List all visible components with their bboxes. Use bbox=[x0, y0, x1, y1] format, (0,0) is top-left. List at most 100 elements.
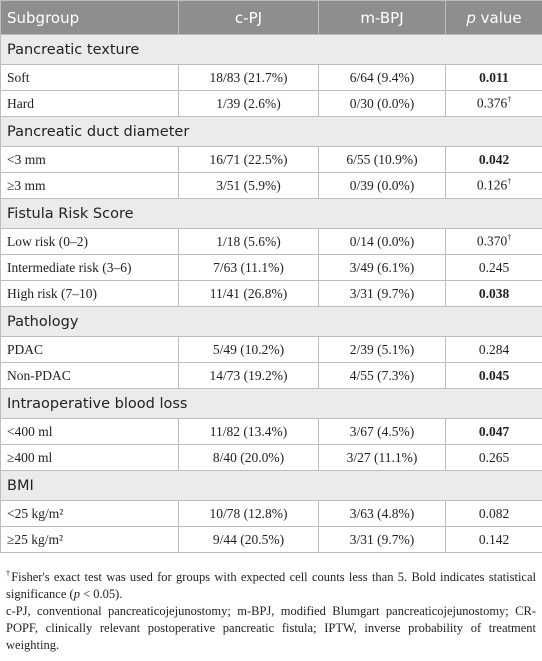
header-cell: Subgroup bbox=[0, 0, 179, 35]
mbpj-cell: 0/39 (0.0%) bbox=[318, 172, 446, 199]
data-row: Hard 1/39 (2.6%) 0/30 (0.0%) 0.376† bbox=[0, 90, 542, 117]
p-value: 0.370 bbox=[476, 233, 508, 249]
cpj-cell: 14/73 (19.2%) bbox=[178, 362, 319, 389]
mbpj-cell: 4/55 (7.3%) bbox=[318, 362, 446, 389]
group-row: Fistula Risk Score bbox=[0, 198, 542, 229]
data-row: <25 kg/m² 10/78 (12.8%) 3/63 (4.8%) 0.082 bbox=[0, 500, 542, 527]
subgroup-cell: ≥400 ml bbox=[0, 444, 179, 471]
mbpj-cell: 6/55 (10.9%) bbox=[318, 146, 446, 173]
data-row: Soft 18/83 (21.7%) 6/64 (9.4%) 0.011 bbox=[0, 64, 542, 91]
mbpj-cell: 3/27 (11.1%) bbox=[318, 444, 446, 471]
p-cell: 0.376† bbox=[445, 90, 542, 117]
p-mark: † bbox=[507, 95, 512, 105]
p-value: 0.038 bbox=[478, 285, 510, 301]
footnote-text: Fisher's exact test was used for groups … bbox=[6, 570, 536, 602]
data-row: Intermediate risk (3–6) 7/63 (11.1%) 3/49 … bbox=[0, 254, 542, 281]
cpj-cell: 16/71 (22.5%) bbox=[178, 146, 319, 173]
p-cell: 0.011 bbox=[445, 64, 542, 91]
p-mark: † bbox=[507, 177, 512, 187]
cpj-cell: 11/41 (26.8%) bbox=[178, 280, 319, 307]
p-cell: 0.082 bbox=[445, 500, 542, 527]
subgroup-cell: ≥3 mm bbox=[0, 172, 179, 199]
p-cell: 0.038 bbox=[445, 280, 542, 307]
footnote-text: < 0.05). bbox=[79, 587, 123, 602]
mbpj-cell: 3/63 (4.8%) bbox=[318, 500, 446, 527]
p-value: 0.265 bbox=[478, 449, 510, 465]
p-value: 0.245 bbox=[478, 259, 510, 275]
cpj-cell: 1/18 (5.6%) bbox=[178, 228, 319, 255]
p-value: 0.284 bbox=[478, 341, 510, 357]
cpj-cell: 5/49 (10.2%) bbox=[178, 336, 319, 363]
mbpj-cell: 2/39 (5.1%) bbox=[318, 336, 446, 363]
p-mark: † bbox=[507, 233, 512, 243]
subgroup-cell: High risk (7–10) bbox=[0, 280, 179, 307]
p-cell: 0.142 bbox=[445, 526, 542, 553]
header-cell: c-PJ bbox=[178, 0, 319, 35]
data-row: PDAC 5/49 (10.2%) 2/39 (5.1%) 0.284 bbox=[0, 336, 542, 363]
header-cell: m-BPJ bbox=[318, 0, 446, 35]
header-row: Subgroup c-PJ m-BPJ p value bbox=[0, 0, 542, 35]
cpj-cell: 8/40 (20.0%) bbox=[178, 444, 319, 471]
p-value: 0.126 bbox=[476, 177, 508, 193]
p-value: 0.042 bbox=[478, 151, 510, 167]
subgroup-cell: Low risk (0–2) bbox=[0, 228, 179, 255]
cpj-cell: 3/51 (5.9%) bbox=[178, 172, 319, 199]
cpj-cell: 11/82 (13.4%) bbox=[178, 418, 319, 445]
p-cell: 0.045 bbox=[445, 362, 542, 389]
group-title: BMI bbox=[0, 470, 542, 501]
mbpj-cell: 6/64 (9.4%) bbox=[318, 64, 446, 91]
cpj-cell: 1/39 (2.6%) bbox=[178, 90, 319, 117]
mbpj-cell: 3/31 (9.7%) bbox=[318, 280, 446, 307]
cpj-cell: 7/63 (11.1%) bbox=[178, 254, 319, 281]
data-row: High risk (7–10) 11/41 (26.8%) 3/31 (9.7%)… bbox=[0, 280, 542, 307]
p-cell: 0.370† bbox=[445, 228, 542, 255]
data-row: <3 mm 16/71 (22.5%) 6/55 (10.9%) 0.042 bbox=[0, 146, 542, 173]
mbpj-cell: 3/31 (9.7%) bbox=[318, 526, 446, 553]
p-cell: 0.245 bbox=[445, 254, 542, 281]
cpj-cell: 9/44 (20.5%) bbox=[178, 526, 319, 553]
p-cell: 0.042 bbox=[445, 146, 542, 173]
p-value: 0.045 bbox=[478, 367, 510, 383]
subgroup-cell: ≥25 kg/m² bbox=[0, 526, 179, 553]
subgroup-cell: Non-PDAC bbox=[0, 362, 179, 389]
cpj-cell: 10/78 (12.8%) bbox=[178, 500, 319, 527]
p-value: 0.142 bbox=[478, 531, 510, 547]
group-row: Pancreatic texture bbox=[0, 34, 542, 65]
footnote: †Fisher's exact test was used for groups… bbox=[6, 565, 536, 603]
p-cell: 0.047 bbox=[445, 418, 542, 445]
footnote-italic: p bbox=[73, 587, 80, 602]
group-row: BMI bbox=[0, 470, 542, 501]
mbpj-cell: 0/30 (0.0%) bbox=[318, 90, 446, 117]
header-text: value bbox=[475, 8, 522, 27]
footnote-mark: † bbox=[6, 569, 12, 578]
mbpj-cell: 0/14 (0.0%) bbox=[318, 228, 446, 255]
p-cell: 0.126† bbox=[445, 172, 542, 199]
subgroup-cell: <400 ml bbox=[0, 418, 179, 445]
data-row: <400 ml 11/82 (13.4%) 3/67 (4.5%) 0.047 bbox=[0, 418, 542, 445]
group-title: Fistula Risk Score bbox=[0, 198, 542, 229]
subgroup-cell: Hard bbox=[0, 90, 179, 117]
header-italic: p bbox=[466, 8, 476, 27]
subgroup-cell: PDAC bbox=[0, 336, 179, 363]
group-title: Intraoperative blood loss bbox=[0, 388, 542, 419]
subgroup-cell: Soft bbox=[0, 64, 179, 91]
mbpj-cell: 3/67 (4.5%) bbox=[318, 418, 446, 445]
group-title: Pathology bbox=[0, 306, 542, 337]
p-cell: 0.265 bbox=[445, 444, 542, 471]
data-row: ≥3 mm 3/51 (5.9%) 0/39 (0.0%) 0.126† bbox=[0, 172, 542, 199]
cpj-cell: 18/83 (21.7%) bbox=[178, 64, 319, 91]
data-row: Non-PDAC 14/73 (19.2%) 4/55 (7.3%) 0.045 bbox=[0, 362, 542, 389]
group-row: Pancreatic duct diameter bbox=[0, 116, 542, 147]
p-value: 0.047 bbox=[478, 423, 510, 439]
group-title: Pancreatic texture bbox=[0, 34, 542, 65]
p-value: 0.011 bbox=[479, 69, 509, 85]
table-body: Pancreatic texture Soft 18/83 (21.7%) 6/64 … bbox=[0, 34, 542, 553]
data-row: ≥25 kg/m² 9/44 (20.5%) 3/31 (9.7%) 0.142 bbox=[0, 526, 542, 553]
mbpj-cell: 3/49 (6.1%) bbox=[318, 254, 446, 281]
group-row: Intraoperative blood loss bbox=[0, 388, 542, 419]
subgroup-cell: Intermediate risk (3–6) bbox=[0, 254, 179, 281]
subgroup-cell: <25 kg/m² bbox=[0, 500, 179, 527]
header-cell: p value bbox=[445, 0, 542, 35]
data-row: Low risk (0–2) 1/18 (5.6%) 0/14 (0.0%) 0.37… bbox=[0, 228, 542, 255]
